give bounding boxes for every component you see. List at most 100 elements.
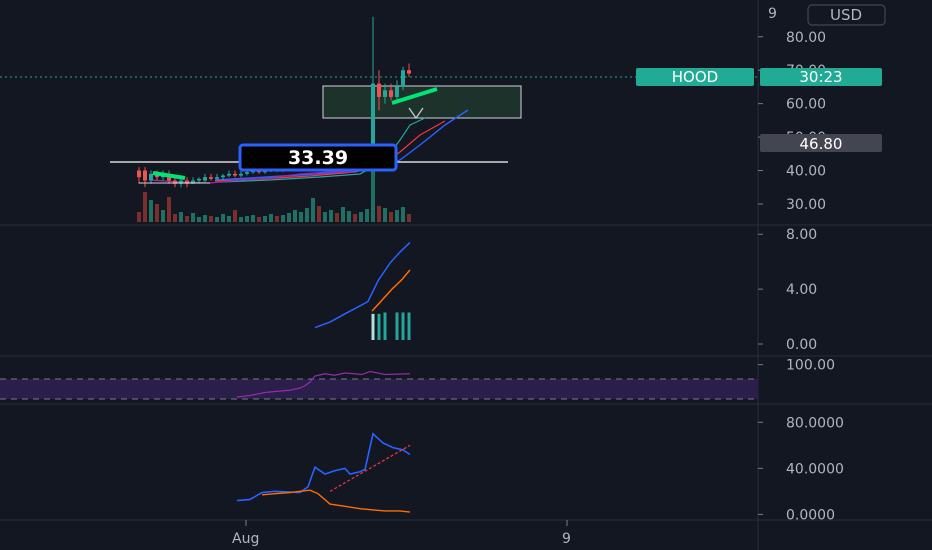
candle-body xyxy=(137,170,141,178)
axis-tick-label: 4.00 xyxy=(786,282,817,298)
volume-bar xyxy=(275,216,279,222)
candle-body xyxy=(197,178,201,181)
candle-body xyxy=(407,70,411,74)
last-price-value: 46.80 xyxy=(800,135,843,153)
volume-bar xyxy=(293,210,297,222)
candle-body xyxy=(215,177,219,179)
volume-bar xyxy=(359,212,363,222)
macd-pane[interactable] xyxy=(314,241,411,341)
arrow-down-icon xyxy=(408,107,424,120)
ticker-symbol: HOOD xyxy=(672,68,718,86)
axis-top-label: 9 xyxy=(768,6,777,22)
adx-line xyxy=(329,444,411,492)
volume-bar xyxy=(245,216,249,222)
candle-body xyxy=(191,180,195,184)
countdown-tag-bg xyxy=(760,68,882,86)
macd-line xyxy=(314,241,411,329)
price-axis[interactable]: 30.0040.0050.0060.0070.0080.000.004.008.… xyxy=(758,30,844,524)
volume-bar xyxy=(221,214,225,222)
candle-body xyxy=(173,180,177,184)
volume-bar xyxy=(353,214,357,222)
axis-tick-label: 80.0000 xyxy=(786,415,844,431)
volume-bar xyxy=(299,212,303,222)
macd-histogram-bar xyxy=(401,312,405,341)
candle-body xyxy=(239,173,243,176)
volume-bar xyxy=(185,216,189,222)
volume-bar xyxy=(197,217,201,222)
trend-line-annotation[interactable] xyxy=(152,171,186,180)
axis-tick-label: 40.00 xyxy=(786,164,826,180)
volume-bar xyxy=(167,197,171,222)
macd-histogram-bar xyxy=(407,312,411,341)
volume-bar xyxy=(269,214,273,222)
rsi-line xyxy=(236,370,411,398)
candles[interactable] xyxy=(137,16,411,188)
axis-tick-label: 60.00 xyxy=(786,97,826,113)
volume-bar xyxy=(143,192,147,222)
currency-button[interactable]: USD xyxy=(807,4,886,26)
volume-bar xyxy=(371,170,375,222)
volume-bar xyxy=(209,216,213,222)
volume-bar xyxy=(239,217,243,222)
volume-bar xyxy=(335,213,339,222)
candle-body xyxy=(185,180,189,184)
candle-body xyxy=(371,83,375,148)
rsi-pane[interactable] xyxy=(236,370,411,398)
trend-line-annotation[interactable] xyxy=(391,87,438,105)
volume-bar xyxy=(251,215,255,222)
volume-bar xyxy=(215,217,219,222)
volume-bar xyxy=(383,208,387,222)
axis-tick-label: 0.0000 xyxy=(786,507,835,523)
volume-bar xyxy=(377,206,381,222)
axis-tick-label: 30.00 xyxy=(786,197,826,213)
candle-body xyxy=(389,90,393,97)
candle-body xyxy=(245,172,249,174)
volume-bar xyxy=(389,212,393,222)
candle-body xyxy=(227,173,231,176)
macd-histogram-bar xyxy=(377,313,381,341)
signal-line xyxy=(371,269,411,312)
ticker-tag-bg xyxy=(636,68,754,86)
candle-body xyxy=(143,170,147,181)
callout-box[interactable] xyxy=(238,143,398,172)
volume-bar xyxy=(227,216,231,222)
ticker-tag[interactable]: HOOD 30:23 xyxy=(636,68,882,86)
volume-bar xyxy=(329,210,333,222)
currency-button-border xyxy=(807,4,886,26)
volume-bar xyxy=(173,214,177,222)
volume-bar xyxy=(287,213,291,222)
callout-value: 33.39 xyxy=(288,147,348,169)
time-label-9: 9 xyxy=(562,531,571,547)
volume-bar xyxy=(263,216,267,222)
volume-bar xyxy=(347,211,351,222)
volume-bar xyxy=(179,212,183,222)
range-box[interactable] xyxy=(322,85,522,119)
volume-bar xyxy=(257,217,261,222)
macd-histogram-bar xyxy=(371,313,375,341)
candle-body xyxy=(209,177,213,179)
axis-tick-label: 8.00 xyxy=(786,227,817,243)
volume-bar xyxy=(305,208,309,222)
volume-bar xyxy=(233,210,237,222)
volume-bar xyxy=(317,206,321,222)
macd-histogram-bar xyxy=(395,312,399,341)
volume-bar xyxy=(407,214,411,222)
candle-body xyxy=(377,83,381,97)
countdown-value: 30:23 xyxy=(799,68,842,86)
last-price-tag-bg xyxy=(760,134,882,152)
candle-body xyxy=(401,70,405,87)
price-callout[interactable]: 33.39 xyxy=(238,143,398,172)
volume-bar xyxy=(161,210,165,222)
candle-body xyxy=(179,180,183,184)
rsi-band xyxy=(0,379,758,399)
candle-body xyxy=(383,90,387,97)
volume-bar xyxy=(341,207,345,222)
volume-bar xyxy=(137,212,141,222)
volume-bar xyxy=(395,210,399,222)
volume-bar xyxy=(401,207,405,222)
dmi-pane[interactable] xyxy=(236,432,411,513)
last-price-tag[interactable]: 46.80 xyxy=(760,134,882,153)
volume-bar xyxy=(203,215,207,222)
macd-histogram-bar xyxy=(383,312,387,341)
